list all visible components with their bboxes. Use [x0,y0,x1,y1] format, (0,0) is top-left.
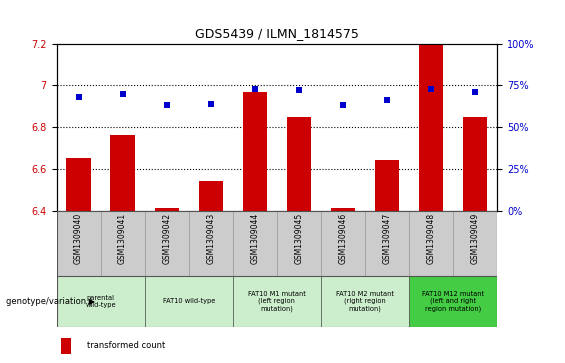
Bar [409,276,497,327]
Text: GSM1309044: GSM1309044 [250,212,259,264]
Text: GSM1309043: GSM1309043 [206,212,215,264]
Text: FAT10 M2 mutant
(right region
mutation): FAT10 M2 mutant (right region mutation) [336,291,394,312]
Bar [321,276,409,327]
Bar [233,211,277,276]
Text: GSM1309042: GSM1309042 [162,212,171,264]
Point [206,101,215,107]
Bar [331,208,355,211]
Bar [453,211,497,276]
Bar [365,211,409,276]
Text: FAT10 M1 mutant
(left region
mutation): FAT10 M1 mutant (left region mutation) [248,291,306,312]
Text: FAT10 wild-type: FAT10 wild-type [163,298,215,304]
Bar [375,160,399,211]
Bar [419,44,443,211]
Bar [287,117,311,211]
Bar [409,211,453,276]
Point [427,86,436,91]
Bar [321,211,365,276]
Text: FAT10 M12 mutant
(left and right
region mutation): FAT10 M12 mutant (left and right region … [422,291,484,312]
Bar [145,211,189,276]
Point [162,102,171,108]
Bar [199,182,223,211]
Bar [101,211,145,276]
Bar [189,211,233,276]
Bar [61,338,72,354]
Bar [233,276,321,327]
Text: parental
wild-type: parental wild-type [85,295,116,308]
Text: GSM1309049: GSM1309049 [471,212,480,264]
Point [74,94,83,100]
Bar [111,135,134,211]
Bar [243,91,267,211]
Point [118,91,127,97]
Text: GSM1309047: GSM1309047 [383,212,392,264]
Point [294,87,303,93]
Bar [155,208,179,211]
Text: GSM1309041: GSM1309041 [118,212,127,264]
Text: genotype/variation ▶: genotype/variation ▶ [6,297,95,306]
Bar [56,211,101,276]
Point [383,97,392,103]
Bar [145,276,233,327]
Point [250,86,259,91]
Text: GSM1309046: GSM1309046 [338,212,347,264]
Point [338,102,347,108]
Bar [463,117,487,211]
Title: GDS5439 / ILMN_1814575: GDS5439 / ILMN_1814575 [195,26,359,40]
Point [471,89,480,95]
Bar [277,211,321,276]
Text: GSM1309040: GSM1309040 [74,212,83,264]
Bar [67,158,90,211]
Text: GSM1309048: GSM1309048 [427,212,436,264]
Text: GSM1309045: GSM1309045 [294,212,303,264]
Bar [56,276,145,327]
Text: transformed count: transformed count [88,341,166,350]
